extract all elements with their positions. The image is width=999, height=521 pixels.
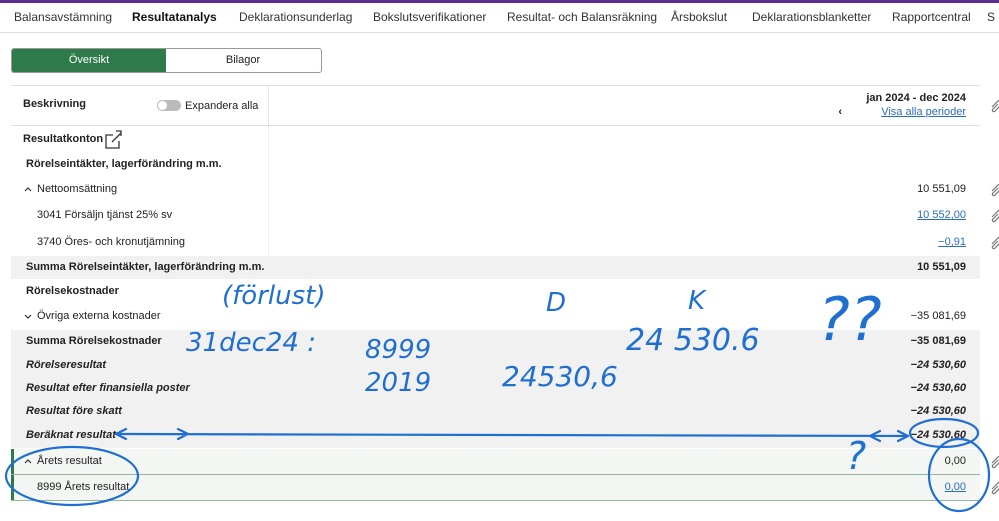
nav-tab[interactable]: Deklarationsblanketter <box>752 10 872 24</box>
row-label: Årets resultat <box>37 455 102 467</box>
row-label: Rörelseresultat <box>26 359 107 371</box>
row-value: 0,00 <box>944 455 966 467</box>
nav-tab[interactable]: Balansavstämning <box>14 10 113 24</box>
sum-band <box>11 330 980 448</box>
nav-tab[interactable]: Bokslutsverifikationer <box>373 10 487 24</box>
handwritten-note: (förlust) <box>222 281 326 311</box>
expander-chevron <box>24 459 32 464</box>
toggle[interactable] <box>157 100 181 111</box>
nav-tab[interactable]: Resultatanalys <box>132 10 217 24</box>
column-divider <box>268 86 269 125</box>
handwritten-note: ? <box>846 434 867 478</box>
nav-divider <box>0 32 999 33</box>
row-label: Nettoomsättning <box>37 183 118 195</box>
row-value: −24 530,60 <box>910 382 966 394</box>
toggle-knob <box>158 101 167 110</box>
handwritten-note: 2019 <box>365 368 432 398</box>
nav-tab[interactable]: S <box>987 10 996 24</box>
row-value: −24 530,60 <box>910 359 966 371</box>
row-value: 10 551,09 <box>917 183 966 195</box>
row-value: −35 081,69 <box>910 310 966 322</box>
tab-attachments[interactable]: Bilagor <box>225 54 261 66</box>
header-bottom <box>11 125 980 126</box>
toggle-label[interactable]: Expandera alla <box>185 100 259 112</box>
nav-tab[interactable]: Årsbokslut <box>671 10 728 24</box>
handwritten-note: 31dec24 : <box>186 328 316 358</box>
attachment-icon <box>991 209 999 223</box>
handwritten-note: K <box>688 286 706 316</box>
row-label: Övriga externa kostnader <box>37 310 161 322</box>
row-line <box>11 500 980 501</box>
attachment-icon <box>991 183 999 197</box>
row-value[interactable]: −0,91 <box>938 236 966 248</box>
row-value: −35 081,69 <box>910 335 966 347</box>
handwritten-note: 24530,6 <box>502 360 618 393</box>
row-line <box>11 474 980 475</box>
chevron-left: ‹ <box>838 106 842 118</box>
expander-chevron <box>24 187 32 192</box>
table-top <box>11 85 980 86</box>
row-label: Rörelseintäkter, lagerförändring m.m. <box>26 158 222 170</box>
nav-tab[interactable]: Deklarationsunderlag <box>239 10 353 24</box>
tab-overview[interactable]: Översikt <box>12 49 166 72</box>
handwritten-note: D <box>546 288 567 318</box>
col-description: Beskrivning <box>23 98 86 110</box>
row-label: 3740 Öres- och kronutjämning <box>37 236 185 248</box>
row-label: 8999 Årets resultat <box>37 481 130 493</box>
row-value: 10 551,09 <box>917 261 966 273</box>
top-accent <box>0 0 999 3</box>
sum-band <box>11 256 980 279</box>
handwritten-note: 24 530.6 <box>626 323 760 358</box>
attachment-icon <box>991 455 999 469</box>
row-value[interactable]: 10 552,00 <box>917 209 966 221</box>
row-label: Beräknat resultat <box>26 429 116 441</box>
row-label: Resultatkonton <box>23 133 104 145</box>
row-value: −24 530,60 <box>910 429 966 441</box>
nav-tab[interactable]: Resultat- och Balansräkning <box>507 10 658 24</box>
handwritten-note: ?? <box>818 285 882 355</box>
pen-circle <box>927 437 991 513</box>
row-label: 3041 Försäljn tjänst 25% sv <box>37 209 173 221</box>
column-divider-faint <box>268 126 269 256</box>
row-value: −24 530,60 <box>910 405 966 417</box>
attachment-icon <box>991 236 999 250</box>
period: jan 2024 - dec 2024 <box>866 92 966 104</box>
row-label: Resultat efter finansiella poster <box>26 382 190 394</box>
handwritten-note: 8999 <box>365 335 432 365</box>
segmented-control <box>11 48 322 73</box>
external-link-icon <box>105 130 122 149</box>
show-all-periods[interactable]: Visa alla perioder <box>881 106 966 118</box>
row-label: Summa Rörelsekostnader <box>26 335 162 347</box>
row-value[interactable]: 0,00 <box>944 481 966 493</box>
row-label: Resultat före skatt <box>26 405 122 417</box>
pen-arrow <box>114 427 910 443</box>
pen-circle <box>4 445 140 507</box>
row-label: Summa Rörelseintäkter, lagerförändring m… <box>26 261 265 273</box>
attachment-icon <box>991 99 999 113</box>
nav-tab[interactable]: Rapportcentral <box>892 10 971 24</box>
row-label: Rörelsekostnader <box>26 285 119 297</box>
expander-chevron <box>24 314 32 319</box>
attachment-icon <box>991 481 999 495</box>
pen-circle <box>908 417 980 449</box>
